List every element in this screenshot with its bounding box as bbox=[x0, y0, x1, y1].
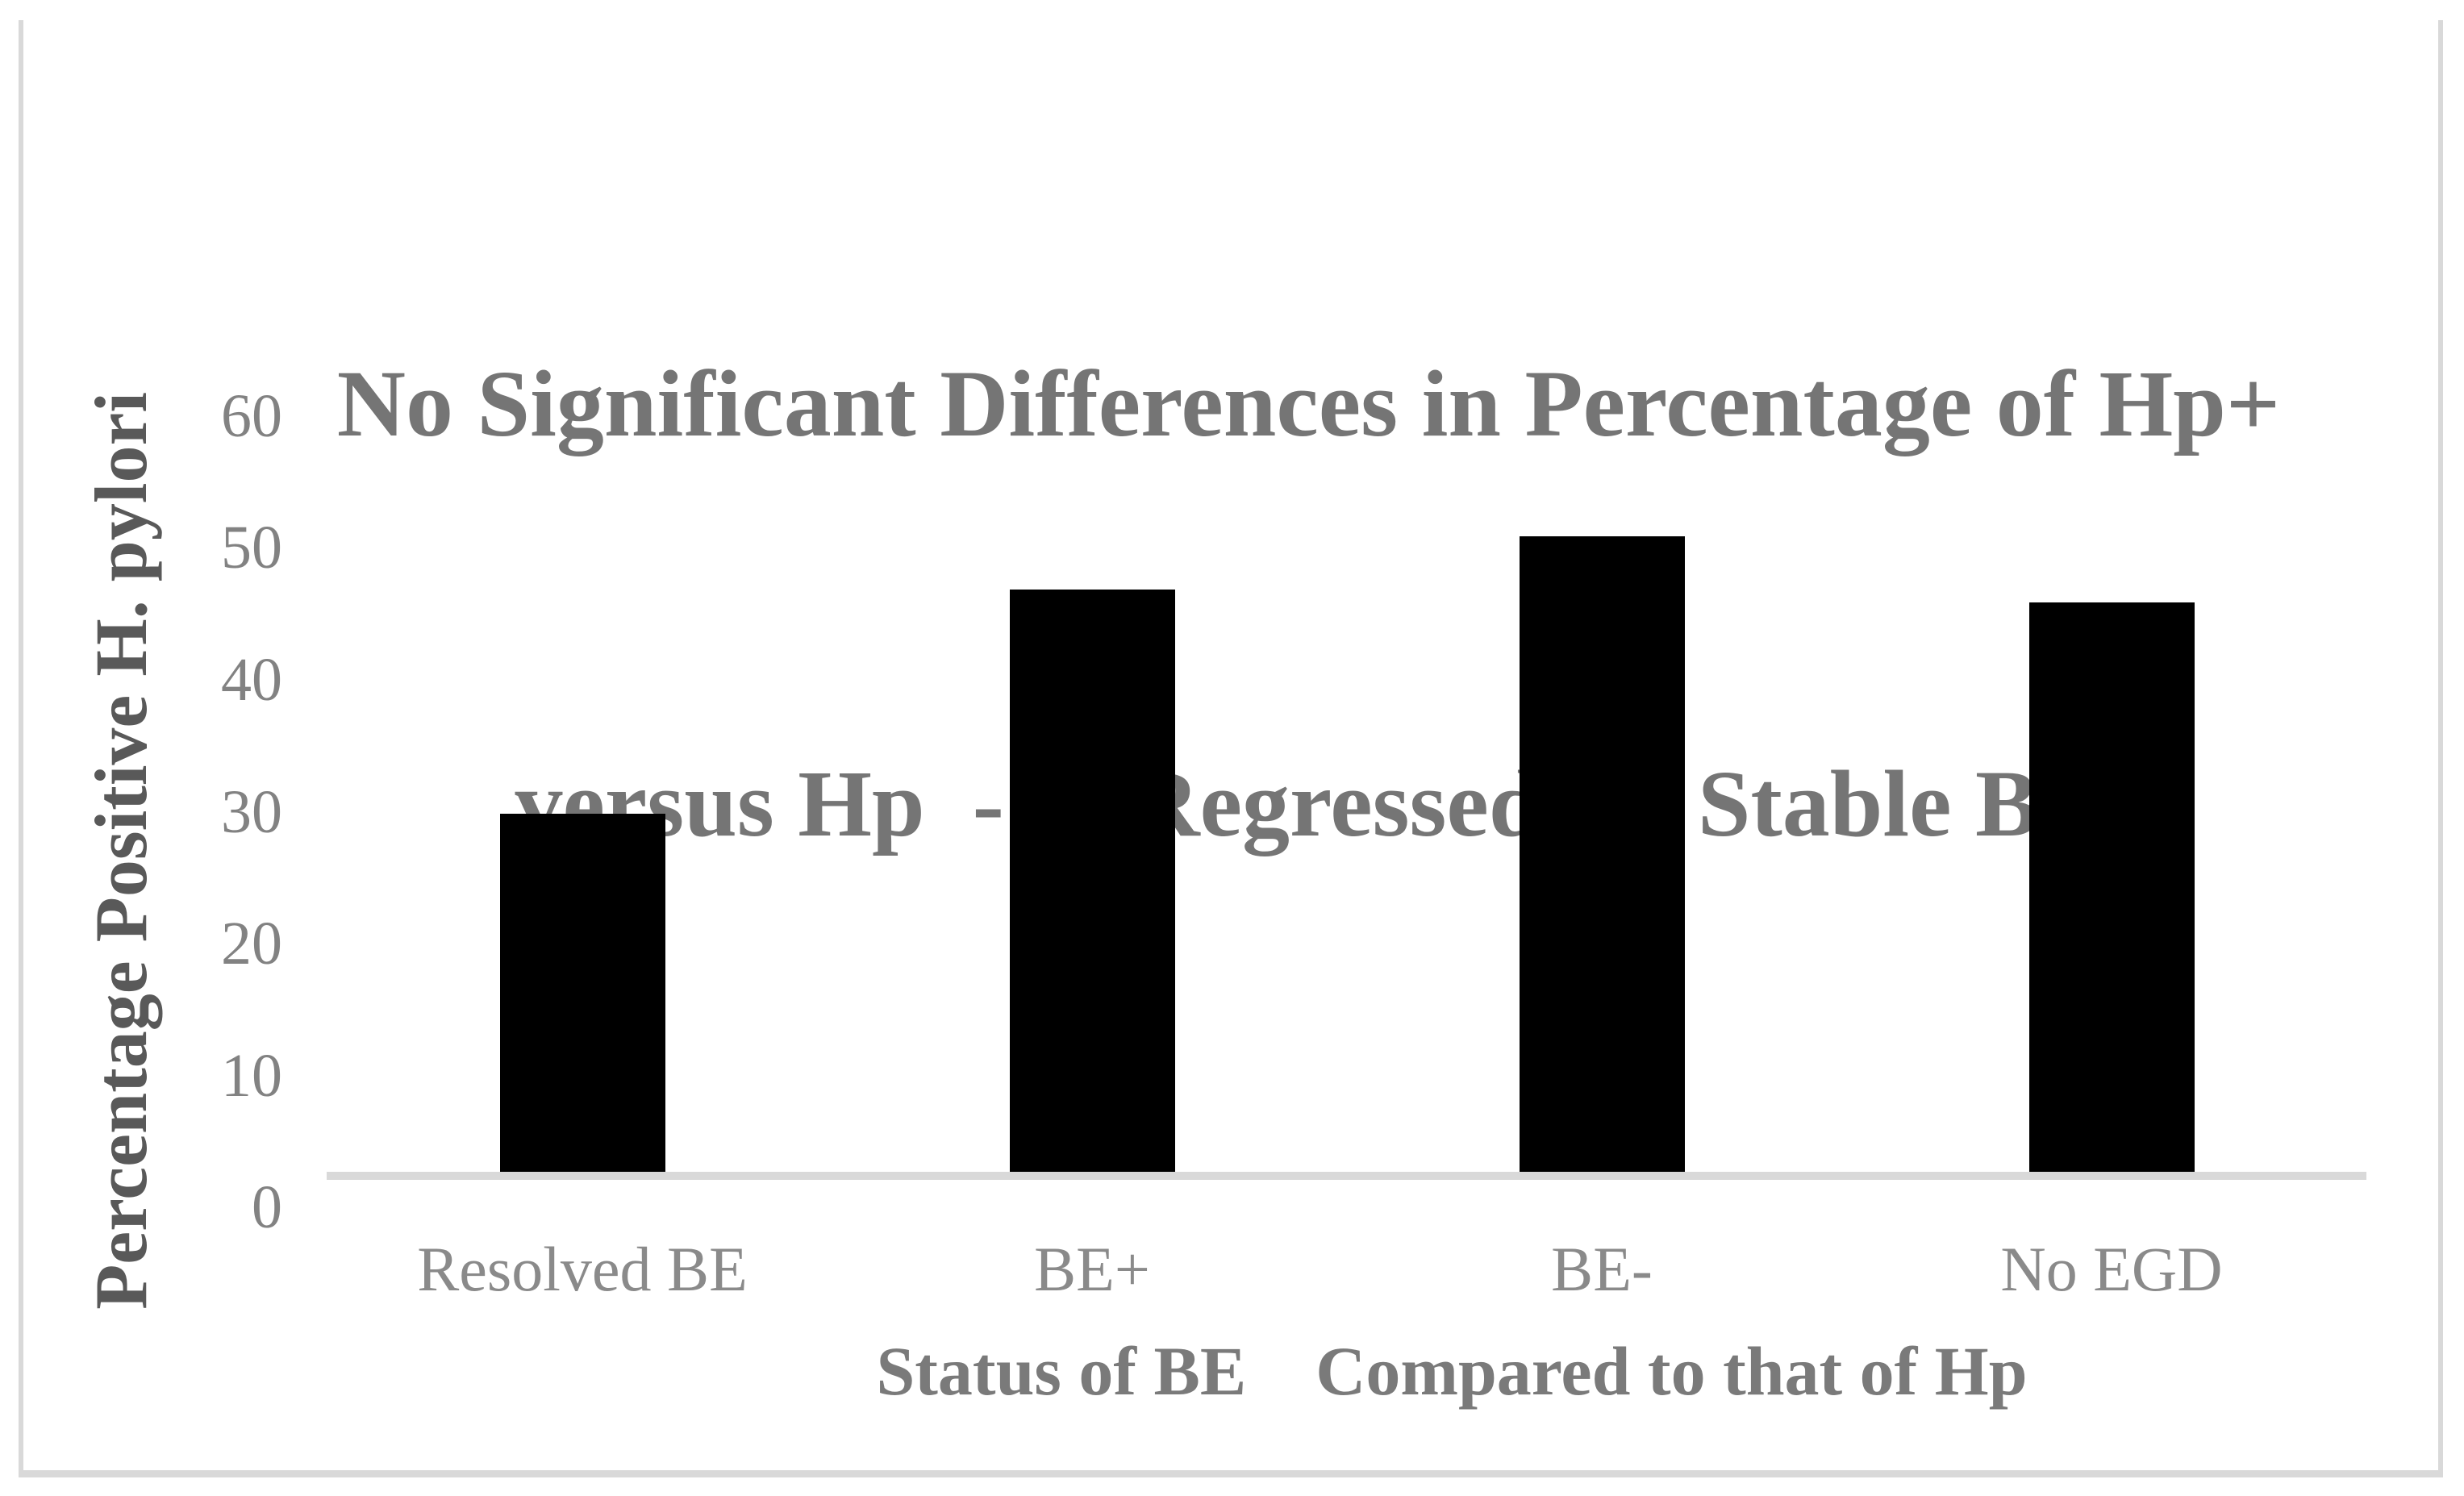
x-tick-label-be: BE- bbox=[1551, 1234, 1653, 1304]
y-tick-label-60: 60 bbox=[221, 382, 282, 450]
y-tick-label-10: 10 bbox=[221, 1042, 282, 1110]
x-tick-label-resolved-be: Resolved BE bbox=[417, 1234, 748, 1304]
y-tick-label-50: 50 bbox=[221, 514, 282, 581]
y-tick-label-20: 20 bbox=[221, 910, 282, 977]
figure-border-bottom bbox=[19, 1470, 2443, 1477]
chart-title-line-1: No Significant Differences in Percentage… bbox=[336, 351, 2281, 457]
figure-border-right bbox=[2438, 20, 2443, 1477]
x-tick-label-be: BE+ bbox=[1034, 1234, 1150, 1304]
figure-border-left bbox=[19, 20, 23, 1477]
bar-no-egd bbox=[2029, 602, 2195, 1179]
bar-resolved-be bbox=[500, 814, 665, 1179]
y-tick-label-0: 0 bbox=[252, 1173, 282, 1241]
y-tick-label-30: 30 bbox=[221, 778, 282, 846]
x-axis-title: Status of BE Compared to that of Hp bbox=[876, 1332, 2028, 1410]
x-axis-line bbox=[327, 1172, 2366, 1180]
y-tick-label-40: 40 bbox=[221, 646, 282, 714]
bar-be bbox=[1010, 590, 1175, 1179]
bar-be bbox=[1520, 536, 1685, 1179]
x-tick-label-no-egd: No EGD bbox=[2000, 1234, 2223, 1304]
